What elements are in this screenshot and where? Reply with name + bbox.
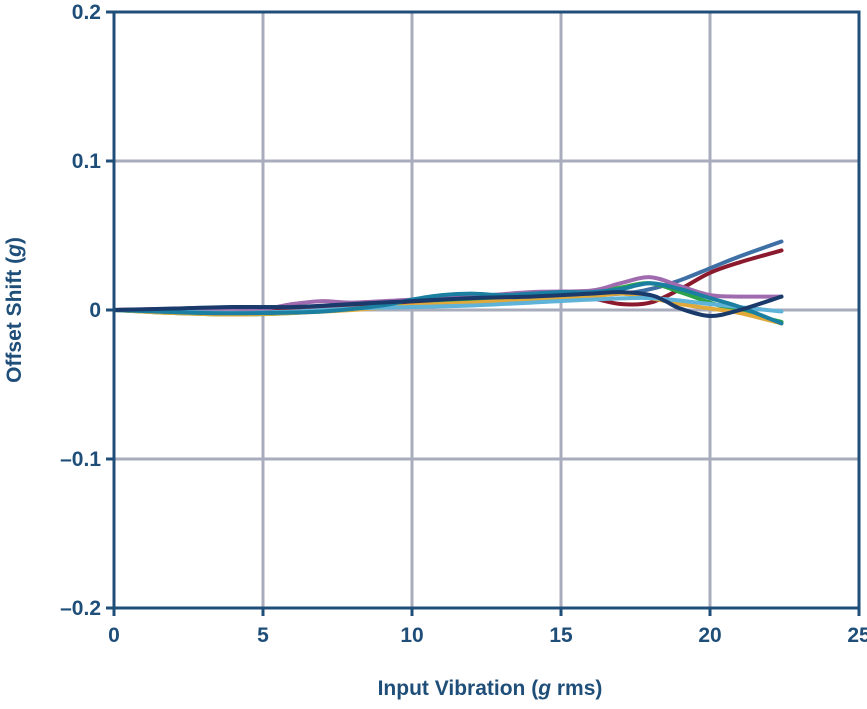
series-line-7: [112, 281, 784, 326]
y-tick-label: 0: [89, 299, 101, 322]
y-tick-label: –0.2: [60, 597, 101, 620]
x-tick-label: 5: [257, 624, 269, 647]
y-tick-label: –0.1: [60, 448, 101, 471]
series-line-8: [112, 290, 784, 319]
x-axis-title: Input Vibration (g rms): [378, 677, 603, 700]
x-tick-label: 15: [549, 624, 573, 647]
y-axis-title: Offset Shift (g): [3, 237, 26, 383]
y-tick-label: 0.2: [72, 1, 101, 24]
x-tick-label: 25: [847, 624, 867, 647]
y-tick-label: 0.1: [72, 150, 102, 173]
x-axis-ticks: 0 5 10 15 20 25: [108, 608, 867, 647]
x-tick-label: 0: [108, 624, 120, 647]
x-tick-label: 20: [698, 624, 721, 647]
x-tick-label: 10: [400, 624, 423, 647]
y-axis-ticks: 0.2 0.1 0 –0.1 –0.2: [60, 1, 114, 620]
series-group: [112, 239, 784, 326]
